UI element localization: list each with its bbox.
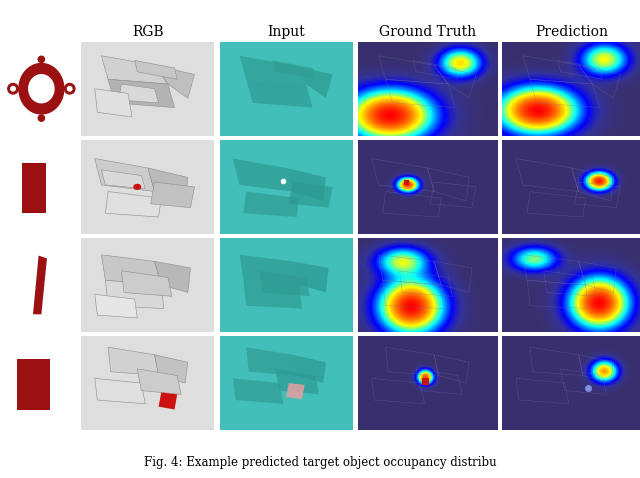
Polygon shape (239, 255, 300, 285)
Circle shape (11, 87, 15, 91)
Polygon shape (243, 192, 300, 217)
Circle shape (8, 84, 19, 94)
Polygon shape (95, 89, 132, 117)
Circle shape (65, 84, 75, 94)
Polygon shape (246, 79, 312, 108)
Polygon shape (159, 392, 177, 410)
Polygon shape (289, 182, 333, 207)
Polygon shape (233, 159, 292, 192)
Text: RGB: RGB (132, 25, 164, 39)
Polygon shape (286, 168, 326, 201)
Polygon shape (134, 60, 177, 79)
Polygon shape (292, 355, 326, 383)
Polygon shape (292, 65, 333, 98)
Polygon shape (106, 280, 164, 308)
FancyBboxPatch shape (17, 359, 51, 410)
Polygon shape (155, 65, 195, 98)
Polygon shape (148, 168, 188, 201)
Polygon shape (108, 79, 175, 108)
Text: Ground Truth: Ground Truth (379, 25, 476, 39)
Text: Input: Input (267, 25, 305, 39)
Polygon shape (108, 347, 159, 376)
Polygon shape (246, 347, 297, 376)
Circle shape (38, 56, 45, 63)
Polygon shape (233, 379, 284, 404)
Polygon shape (239, 56, 306, 84)
Polygon shape (118, 84, 159, 103)
Circle shape (67, 87, 72, 91)
Polygon shape (155, 355, 188, 383)
Polygon shape (95, 159, 155, 192)
Polygon shape (95, 294, 138, 318)
Polygon shape (286, 383, 305, 399)
Polygon shape (101, 170, 145, 189)
Polygon shape (138, 369, 181, 394)
Polygon shape (101, 255, 161, 285)
Polygon shape (259, 271, 310, 296)
Polygon shape (29, 75, 54, 103)
Polygon shape (243, 280, 302, 308)
FancyBboxPatch shape (22, 163, 46, 213)
Polygon shape (150, 182, 195, 207)
Polygon shape (292, 261, 328, 293)
Circle shape (134, 185, 141, 189)
Text: Fig. 4: Example predicted target object occupancy distribu: Fig. 4: Example predicted target object … (144, 456, 496, 469)
Polygon shape (273, 60, 316, 79)
Polygon shape (19, 64, 64, 114)
Polygon shape (33, 256, 47, 315)
Polygon shape (101, 56, 168, 84)
Polygon shape (95, 379, 145, 404)
Text: Prediction: Prediction (535, 25, 608, 39)
Circle shape (38, 115, 45, 121)
Polygon shape (275, 369, 319, 394)
Polygon shape (106, 192, 161, 217)
Polygon shape (155, 261, 191, 293)
Polygon shape (122, 271, 172, 296)
